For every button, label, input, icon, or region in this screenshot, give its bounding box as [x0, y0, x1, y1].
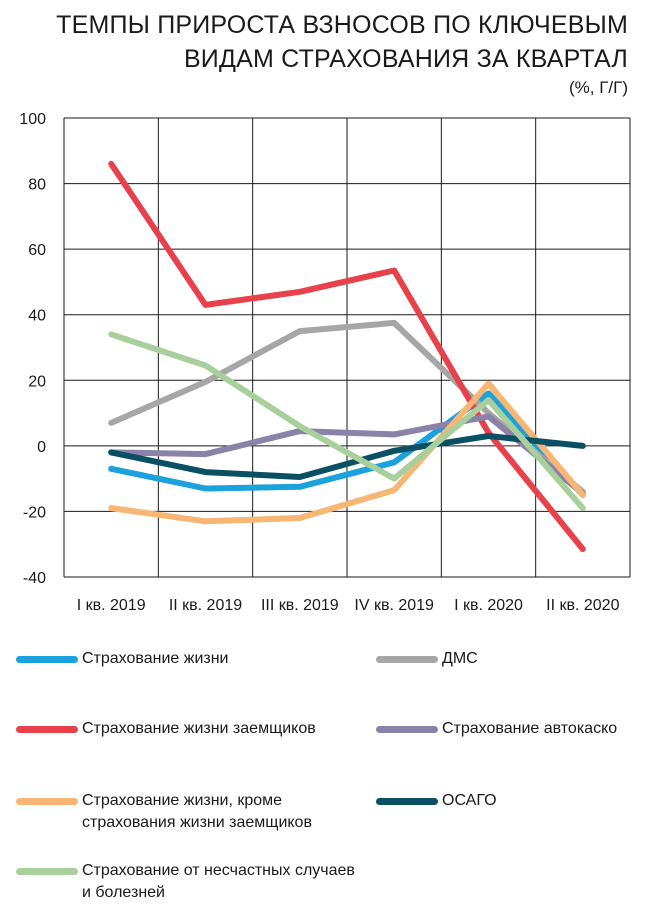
- y-tick-label-7: 100: [19, 111, 46, 128]
- legend-swatch-0: [16, 656, 78, 663]
- legend-label-6: Страхование от несчастных случаев и боле…: [82, 862, 355, 901]
- legend-label-2: Страхование жизни заемщиков: [82, 720, 316, 737]
- series-line-3: [108, 413, 586, 497]
- x-tick-label-2: III кв. 2019: [261, 597, 339, 614]
- legend-item-5: ОСАГО: [376, 790, 497, 812]
- series-line-5: [108, 433, 586, 480]
- legend-item-0: Страхование жизни: [16, 648, 228, 670]
- series-line-2: [108, 160, 586, 553]
- legend-swatch-4: [16, 798, 78, 805]
- legend-item-6: Страхование от несчастных случаев и боле…: [16, 860, 355, 904]
- y-tick-label-5: 60: [28, 242, 46, 259]
- y-tick-label-2: 0: [37, 439, 46, 456]
- y-tick-label-3: 20: [28, 373, 46, 390]
- x-tick-label-3: IV кв. 2019: [354, 597, 434, 614]
- legend-swatch-3: [376, 726, 438, 733]
- y-tick-label-1: -20: [23, 504, 46, 521]
- legend-item-4: Страхование жизни, кроме страхования жиз…: [16, 790, 312, 834]
- series-line-6: [108, 331, 586, 512]
- x-tick-label-1: II кв. 2019: [169, 597, 242, 614]
- chart-title-line-2: ВИДАМ СТРАХОВАНИЯ ЗА КВАРТАЛ: [183, 45, 628, 73]
- legend-item-3: Страхование автокаско: [376, 718, 617, 740]
- chart-title: ТЕМПЫ ПРИРОСТА ВЗНОСОВ ПО КЛЮЧЕВЫМ ВИДАМ…: [56, 8, 628, 76]
- x-tick-label-4: I кв. 2020: [454, 597, 523, 614]
- series-line-4: [108, 380, 586, 525]
- legend-swatch-2: [16, 726, 78, 733]
- legend-swatch-1: [376, 656, 438, 663]
- legend-label-4: Страхование жизни, кроме страхования жиз…: [82, 792, 312, 831]
- x-tick-label-0: I кв. 2019: [77, 597, 146, 614]
- legend-label-0: Страхование жизни: [82, 650, 229, 667]
- legend-item-2: Страхование жизни заемщиков: [16, 718, 316, 740]
- legend-label-5: ОСАГО: [442, 792, 497, 809]
- chart-title-line-1: ТЕМПЫ ПРИРОСТА ВЗНОСОВ ПО КЛЮЧЕВЫМ: [56, 11, 628, 39]
- y-tick-label-4: 40: [28, 308, 46, 325]
- legend-label-1: ДМС: [442, 650, 478, 667]
- legend-swatch-6: [16, 868, 78, 875]
- x-tick-label-5: II кв. 2020: [546, 597, 619, 614]
- legend-item-1: ДМС: [376, 648, 478, 670]
- legend-swatch-5: [376, 798, 438, 805]
- y-tick-label-6: 80: [28, 177, 46, 194]
- chart-subtitle: (%, Г/Г): [568, 78, 628, 97]
- legend-label-3: Страхование автокаско: [442, 720, 618, 737]
- y-tick-label-0: -40: [23, 570, 46, 587]
- series-line-0: [108, 390, 586, 498]
